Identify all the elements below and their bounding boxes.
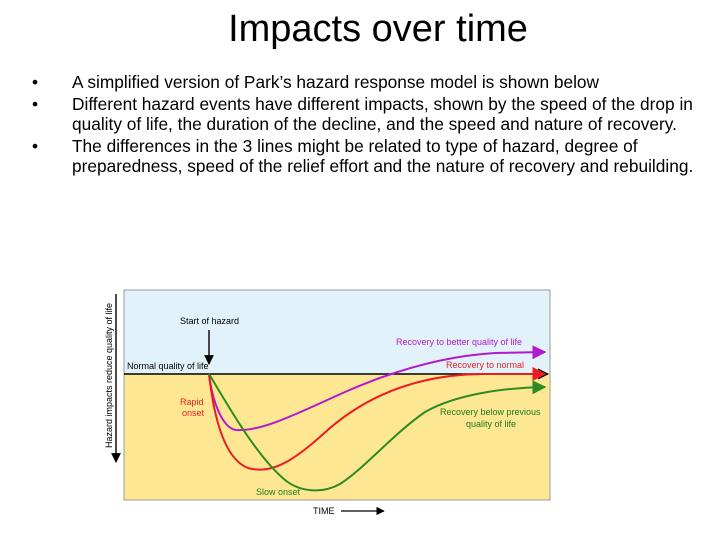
green-curve [208, 373, 547, 492]
bullet-text: Different hazard events have different i… [72, 93, 693, 135]
x-axis-label: TIME [313, 506, 335, 516]
slow-onset-label: Slow onset [256, 487, 301, 497]
bullet-glyph: • [32, 93, 39, 114]
bullet-item: • The differences in the 3 lines might be… [32, 136, 712, 177]
bullet-glyph: • [32, 135, 39, 156]
bullet-text: A simplified version of Park’s hazard re… [72, 72, 600, 92]
page-title: Impacts over time [228, 8, 528, 50]
y-axis-label: Hazard impacts reduce quality of life [104, 303, 114, 448]
bullet-list: • A simplified version of Park’s hazard r… [32, 72, 712, 178]
rapid-onset-label-line2: onset [182, 408, 205, 418]
purple-curve [208, 345, 547, 432]
bullet-item: • Different hazard events have different … [32, 94, 712, 135]
rapid-onset-label-line1: Rapid [180, 397, 204, 407]
recovery-better-label: Recovery to better quality of life [396, 337, 522, 347]
normal-quality-label: Normal quality of life [127, 361, 209, 371]
recovery-below-label-line1: Recovery below previous [440, 407, 541, 417]
plot-frame [123, 289, 551, 501]
bullet-text: The differences in the 3 lines might be … [72, 135, 694, 177]
bullet-glyph: • [32, 72, 39, 92]
recovery-normal-label: Recovery to normal [446, 360, 524, 370]
start-of-hazard-label: Start of hazard [180, 316, 239, 326]
bullet-item: • A simplified version of Park’s hazard r… [32, 72, 712, 93]
recovery-below-label-line2: quality of life [466, 419, 516, 429]
red-curve [208, 367, 547, 471]
sky-region [124, 290, 550, 374]
